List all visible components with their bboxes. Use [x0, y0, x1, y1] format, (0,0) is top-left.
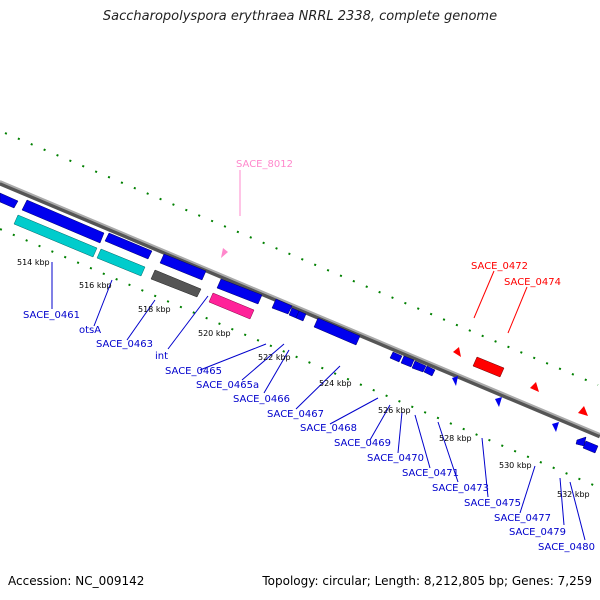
gene-labels: SACE_8012 SACE_0472 SACE_0474 SACE_0461 … — [23, 159, 595, 553]
misc-feature[interactable] — [208, 292, 255, 320]
gene-arrow[interactable] — [400, 355, 415, 368]
gene-label[interactable]: SACE_0480 — [538, 542, 595, 553]
kbp-tick-label: 518 kbp — [138, 305, 171, 314]
highlight-marker[interactable] — [221, 248, 228, 258]
gene-label[interactable]: SACE_0461 — [23, 310, 80, 321]
gene-label[interactable]: SACE_0466 — [233, 394, 290, 405]
kbp-tick-label: 528 kbp — [439, 434, 472, 443]
gene-arrow[interactable] — [295, 310, 307, 322]
outer-tick-track — [4, 132, 599, 386]
gene-label[interactable]: int — [155, 351, 168, 362]
kbp-tick-label: 530 kbp — [499, 461, 532, 470]
gene-arrow[interactable] — [453, 347, 461, 357]
gene-arrow[interactable] — [389, 351, 403, 363]
gene-label[interactable]: SACE_0474 — [504, 277, 561, 288]
rrna-feature[interactable] — [96, 248, 146, 277]
kbp-ticks: 514 kbp 516 kbp 518 kbp 520 kbp 522 kbp … — [17, 258, 590, 499]
gene-label[interactable]: SACE_0475 — [464, 498, 521, 509]
gene-label[interactable]: SACE_0467 — [267, 409, 324, 420]
gene-arrow[interactable] — [495, 397, 502, 407]
gene-label[interactable]: SACE_0470 — [367, 453, 424, 464]
map-title: Saccharopolyspora erythraea NRRL 2338, c… — [102, 9, 498, 24]
kbp-tick-label: 520 kbp — [198, 329, 231, 338]
gene-arrow[interactable] — [0, 192, 19, 209]
topology-text: Topology: circular; Length: 8,212,805 bp… — [262, 574, 592, 588]
gene-arrow[interactable] — [271, 298, 293, 315]
pseudo-feature[interactable] — [150, 269, 202, 298]
gene-label[interactable]: SACE_0479 — [509, 527, 566, 538]
gene-label[interactable]: SACE_0472 — [471, 261, 528, 272]
gene-label[interactable]: SACE_0477 — [494, 513, 551, 524]
genome-backbone — [0, 180, 600, 439]
genome-backbone-highlight — [0, 180, 600, 435]
gene-arrow[interactable] — [530, 382, 539, 392]
rrna-feature[interactable] — [13, 214, 98, 258]
kbp-tick-label: 522 kbp — [258, 353, 291, 362]
gene-arrow[interactable] — [423, 365, 436, 377]
gene-arrow[interactable] — [159, 253, 207, 281]
gene-arrow[interactable] — [582, 440, 599, 454]
gene-arrow[interactable] — [578, 406, 588, 416]
gene-arrow[interactable] — [313, 317, 361, 346]
leader-lines — [51, 170, 586, 541]
gene-arrow[interactable] — [411, 360, 427, 373]
forward-features — [221, 248, 588, 416]
kbp-tick-label: 532 kbp — [557, 490, 590, 499]
gene-label[interactable]: SACE_0465a — [196, 380, 259, 391]
kbp-tick-label: 526 kbp — [378, 406, 411, 415]
gene-label[interactable]: SACE_0471 — [402, 468, 459, 479]
gene-arrow[interactable] — [472, 356, 505, 378]
kbp-tick-label: 514 kbp — [17, 258, 50, 267]
accession-text: Accession: NC_009142 — [8, 574, 145, 588]
gene-label[interactable]: SACE_0473 — [432, 483, 489, 494]
gene-label[interactable]: SACE_0468 — [300, 423, 357, 434]
gene-label[interactable]: SACE_8012 — [236, 159, 293, 170]
gene-arrow[interactable] — [216, 278, 263, 305]
gene-arrow[interactable] — [104, 232, 153, 260]
gene-arrow[interactable] — [21, 199, 105, 244]
gene-label[interactable]: SACE_0463 — [96, 339, 153, 350]
kbp-tick-label: 524 kbp — [319, 379, 352, 388]
gene-label[interactable]: SACE_0465 — [165, 366, 222, 377]
gene-label[interactable]: SACE_0469 — [334, 438, 391, 449]
gene-features — [0, 192, 599, 454]
kbp-tick-label: 516 kbp — [79, 281, 112, 290]
gene-arrow[interactable] — [452, 376, 458, 386]
gene-arrow[interactable] — [552, 422, 559, 432]
gene-label[interactable]: otsA — [79, 325, 101, 336]
